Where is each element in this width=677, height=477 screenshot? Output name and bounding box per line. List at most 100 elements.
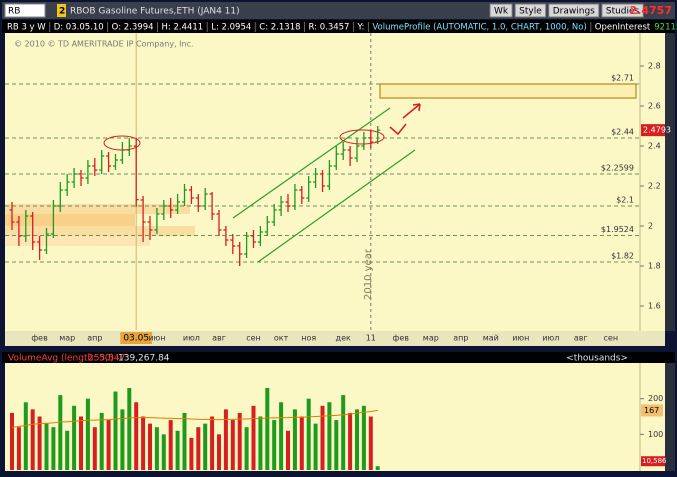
info-item: VolumeProfile (AUTOMATIC, 1.0, CHART, 10… [372,23,586,33]
volume-bar [272,420,277,470]
link-badge[interactable] [57,4,66,17]
info-item: H: 2.4411 [162,23,204,33]
price-plot: 1.6 1.8 2 2.2 2.4 2.6 2.8 $2.71 $2.44 $2.2599 $2.1… [5,33,671,344]
volume-bar [154,427,159,470]
profile-band [5,204,190,214]
volume-bar [141,416,146,470]
scrollbar[interactable] [665,33,675,331]
y-tick-label: 2.8 [648,62,661,71]
toolbar-button-label[interactable]: Drawings [553,7,595,17]
level-label: $1.9524 [601,225,634,234]
volume-bar [44,423,49,470]
volume-bar [30,409,35,470]
volume-bar [341,395,346,470]
volume-bar [251,405,256,470]
copyright: © 2010 © TD AMERITRADE IP Company, Inc. [14,40,194,49]
volume-bar [279,402,284,470]
highlight-ellipse [103,135,141,151]
volume-title: VolumeAvg (length: 50) [8,354,114,364]
volume-bar [217,434,221,470]
volume-bar [189,437,194,470]
volume-bar [161,434,166,470]
profile-band [5,214,135,226]
crosshair-tag [120,332,153,344]
level-label: $2.44 [611,128,634,137]
volume-average [11,409,378,428]
volume-bar [230,420,235,470]
volume-bar [368,416,373,470]
y-tick-label: 100 [648,430,663,439]
level-label: $2.1 [616,196,634,205]
volume-bar [265,387,270,470]
info-item: R: 0.3457 [309,23,350,33]
x-tick-label: июн [148,334,165,343]
y-tick-label: 1.6 [648,302,661,311]
x-tick-label: июл [542,334,559,343]
target-zone [379,83,637,99]
badge[interactable]: 2 [59,7,65,17]
volume-bar [361,405,366,470]
y-tick-label: 2.4 [648,142,661,151]
volume-bar [72,405,77,470]
volume-bar [244,427,249,470]
info-item: D: 03.05.10 [54,23,104,33]
volume-bar [258,416,263,470]
price-tag-label: 2.4793 [643,126,671,135]
info-item: L: 2.0954 [211,23,251,33]
x-tick-label: апр [87,334,102,343]
volume-bar [92,427,97,470]
volume-bar [79,416,83,470]
volume-bar [99,412,104,470]
info-item: RB 3 y W [7,23,46,33]
year-note: 2010 year [363,248,374,300]
x-tick-label: июл [183,334,200,343]
info-item: 92115 [654,23,677,33]
arrow [389,123,407,136]
toolbar-button[interactable] [489,3,513,18]
volume-bar [210,416,215,470]
volume-bar [51,427,56,470]
description: RBOB Gasoline Futures,ETH (JAN4 11) [70,7,240,17]
toolbar-button-label[interactable]: Studies [606,7,640,17]
volume-bar [237,412,242,470]
drawings [103,83,637,263]
volume-bar [306,398,311,470]
scrollbar[interactable] [665,363,675,471]
volume-bar [375,466,380,470]
volume-tag [641,456,665,467]
symbol-input[interactable] [4,3,46,18]
volume-stat: 139,267.84 [118,354,170,364]
symbol[interactable]: RB [8,7,20,17]
volume-bar [334,420,339,470]
volume-bar [196,427,201,470]
info-row [2,20,675,33]
profile-band [5,236,150,246]
volume-bar [37,416,42,470]
volume-bar [65,430,70,470]
volume-bar [355,409,359,470]
level-label: $2.2599 [601,164,634,173]
volume-bar [134,402,139,470]
volume-bar [58,395,63,470]
toolbar-button[interactable] [601,3,644,18]
toolbar-button-label[interactable]: Wk [494,7,509,17]
x-tick-label: 11 [366,334,376,343]
volume-stat: 253,547 [88,354,125,364]
volume-bar [348,412,353,470]
x-tick-label: фев [393,334,410,343]
x-axis-band [5,331,665,346]
level-label: $1.82 [611,252,634,261]
volume-plot: 100 200 167 10,586 [10,387,667,470]
x-tick-label: авг [212,334,226,343]
arrow [402,103,421,119]
toolbar-button[interactable] [514,3,547,18]
volume-bar [175,430,180,470]
info-item: OpenInterest [595,23,651,33]
x-tick-label: фев [31,334,48,343]
avg-tag-label: 167 [644,406,659,415]
x-tick-label: дек [336,334,351,343]
x-tick-label: 03.05 [123,334,149,344]
toolbar-button-label[interactable]: Style [519,7,542,17]
toolbar-button[interactable] [548,3,600,18]
volume-bar [203,423,208,470]
